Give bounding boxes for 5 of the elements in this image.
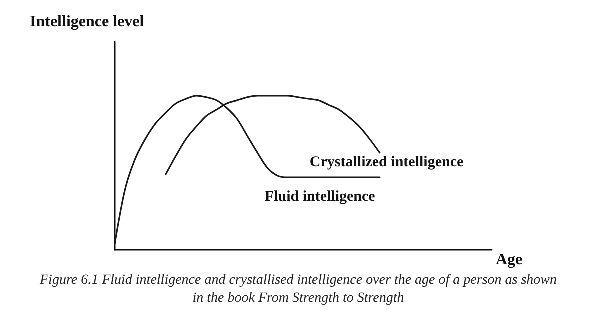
x-axis-title: Age <box>496 252 523 268</box>
caption: Figure 6.1 Fluid intelligence and crystallised intelligence over the age of a person as shown in the book From Strength to Strength <box>39 272 558 308</box>
series-label: Crystallized intelligence <box>310 154 464 170</box>
y-axis-title: Intelligence level <box>30 14 145 30</box>
series-label: Fluid intelligence <box>264 189 376 206</box>
